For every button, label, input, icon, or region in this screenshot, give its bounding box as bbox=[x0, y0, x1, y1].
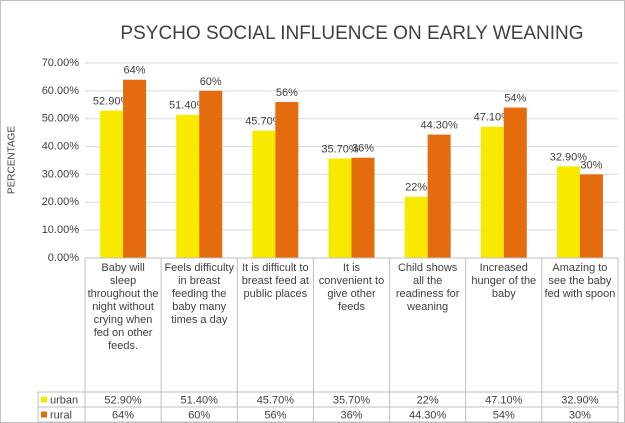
table-value: 47.10% bbox=[485, 394, 523, 406]
legend-label: urban bbox=[50, 394, 78, 406]
bar bbox=[328, 158, 352, 258]
y-tick-label: 10.00% bbox=[42, 224, 80, 236]
bar bbox=[123, 79, 147, 258]
table-value: 56% bbox=[264, 409, 286, 421]
category-cell: Amazing to see the baby fed with spoon bbox=[544, 262, 616, 300]
data-label: 32.90% bbox=[550, 151, 588, 163]
data-label: 36% bbox=[352, 143, 374, 155]
y-tick-label: 0.00% bbox=[48, 252, 79, 264]
table-value: 51.40% bbox=[181, 394, 219, 406]
legend-label: rural bbox=[50, 409, 72, 421]
data-label: 51.40% bbox=[169, 100, 207, 112]
data-label: 52.90% bbox=[93, 96, 131, 108]
category-cell: Feels difficulty in breast feeding the b… bbox=[164, 262, 234, 326]
data-label: 35.70% bbox=[321, 143, 359, 155]
category-cell: It is difficult to breast feed at public… bbox=[241, 262, 309, 300]
bar bbox=[252, 130, 276, 258]
bar bbox=[480, 126, 504, 259]
bar bbox=[176, 114, 200, 258]
y-tick-label: 40.00% bbox=[42, 140, 80, 152]
data-label: 22% bbox=[405, 182, 427, 194]
table-value: 64% bbox=[112, 409, 134, 421]
table-value: 44.30% bbox=[409, 409, 447, 421]
data-label: 54% bbox=[504, 92, 526, 104]
bar bbox=[275, 102, 299, 258]
data-label: 30% bbox=[580, 159, 602, 171]
y-tick-label: 60.00% bbox=[42, 85, 80, 97]
bar bbox=[579, 174, 603, 258]
table-value: 22% bbox=[417, 394, 439, 406]
bar bbox=[556, 166, 580, 258]
category-cell: Baby will sleep throughout the night wit… bbox=[87, 262, 159, 352]
table-value: 30% bbox=[569, 409, 591, 421]
table-value: 36% bbox=[340, 409, 362, 421]
y-tick-label: 50.00% bbox=[42, 113, 80, 125]
legend-swatch bbox=[41, 396, 47, 403]
data-label: 44.30% bbox=[420, 119, 458, 131]
table-value: 54% bbox=[493, 409, 515, 421]
table-value: 45.70% bbox=[257, 394, 295, 406]
category-cell: It is convenient to give other feeds bbox=[318, 262, 385, 313]
table-value: 32.90% bbox=[561, 394, 599, 406]
data-label: 56% bbox=[276, 87, 298, 99]
bar bbox=[427, 134, 451, 258]
category-cell: Increased hunger of the baby bbox=[471, 262, 537, 300]
table-value: 60% bbox=[188, 409, 210, 421]
y-tick-label: 20.00% bbox=[42, 196, 80, 208]
bar bbox=[100, 110, 124, 258]
data-label: 60% bbox=[200, 76, 222, 88]
bar bbox=[199, 90, 223, 258]
legend-swatch bbox=[41, 411, 47, 418]
category-cell: Child shows all the readiness for weanin… bbox=[395, 262, 460, 313]
bar bbox=[404, 196, 428, 258]
table-value: 52.90% bbox=[104, 394, 142, 406]
y-tick-label: 70.00% bbox=[42, 57, 80, 69]
data-label: 45.70% bbox=[245, 116, 283, 128]
data-label: 64% bbox=[124, 65, 146, 77]
table-value: 35.70% bbox=[333, 394, 371, 406]
chart-title: PSYCHO SOCIAL INFLUENCE ON EARLY WEANING bbox=[120, 23, 583, 44]
y-axis-label: PERCENTAGE bbox=[7, 126, 18, 194]
y-tick-label: 30.00% bbox=[42, 168, 80, 180]
bar bbox=[351, 157, 375, 258]
bar bbox=[503, 107, 527, 258]
data-label: 47.10% bbox=[474, 112, 512, 124]
